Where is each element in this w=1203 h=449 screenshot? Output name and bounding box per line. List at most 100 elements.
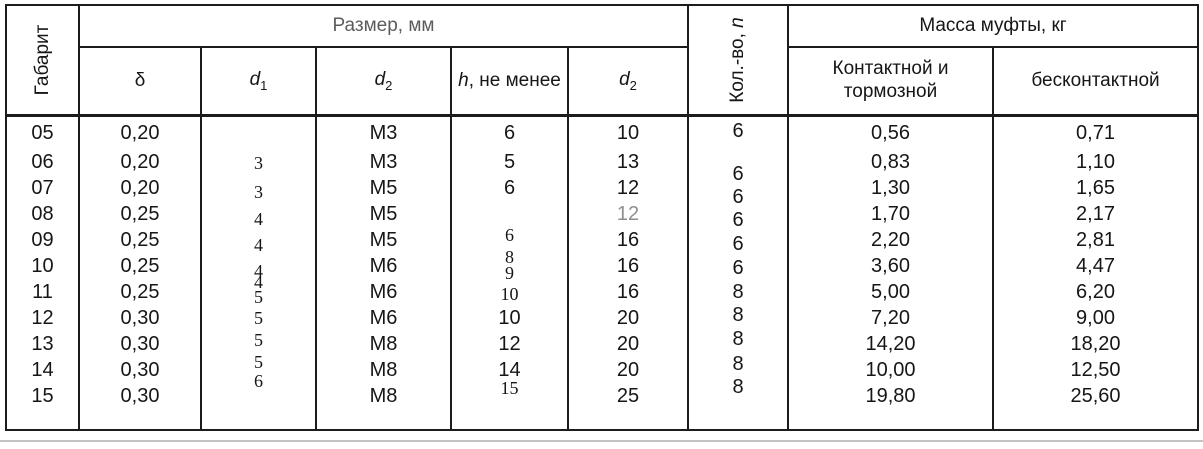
cell-h: 6 — [450, 201, 569, 245]
cell-mass_contactless: 25,60 — [992, 383, 1200, 409]
cell-d2b: 16 — [566, 253, 690, 279]
cell-n: 6 — [687, 201, 790, 231]
cell-d2b: 25 — [566, 383, 690, 409]
cell-delta: 0,20 — [78, 175, 202, 201]
cell-mass_contact: 1,30 — [787, 175, 995, 201]
column-header-qty: Кол.-во, n — [687, 5, 790, 117]
cell-empty — [78, 409, 202, 430]
cell-gabarit: 06 — [5, 149, 80, 175]
cell-d2: M5 — [315, 201, 452, 227]
cell-d2b: 20 — [566, 331, 690, 357]
cell-mass_contact: 2,20 — [787, 227, 995, 253]
cell-delta: 0,30 — [78, 357, 202, 383]
cell-h: 15 — [450, 378, 569, 409]
bottom-divider-line — [0, 440, 1203, 442]
column-header-mass-contactless: бесконтактной — [992, 47, 1200, 117]
cell-gabarit: 10 — [5, 253, 80, 279]
column-header-gabarit: Габарит — [5, 5, 80, 117]
cell-d2: M3 — [315, 149, 452, 175]
size-group-header: Размер, мм — [77, 5, 690, 48]
cell-d2: M5 — [315, 175, 452, 201]
cell-d1: 5 — [200, 305, 317, 331]
table-row: 11 0,25 5 M6 10 16 8 5,00 6,20 — [5, 279, 1200, 307]
cell-delta: 0,25 — [78, 253, 202, 279]
cell-d2b: 20 — [566, 357, 690, 383]
cell-empty — [992, 409, 1200, 430]
cell-n: 6 — [687, 149, 790, 185]
cell-gabarit: 13 — [5, 331, 80, 357]
cell-mass_contact: 14,20 — [787, 331, 995, 357]
cell-empty — [566, 409, 690, 430]
cell-d1: 3 — [200, 115, 317, 173]
cell-d1: 4 — [200, 175, 317, 229]
cell-d2: M6 — [315, 279, 452, 305]
cell-n: 6 — [687, 115, 790, 149]
cell-d1: 4 — [200, 253, 317, 292]
cell-h: 10 — [450, 305, 569, 331]
cell-mass_contactless: 12,50 — [992, 357, 1200, 383]
cell-d2b: 13 — [566, 149, 690, 175]
cell-d2b: 16 — [566, 227, 690, 253]
cell-d2: M5 — [315, 227, 452, 253]
table-row: 09 0,25 4 M5 8 16 6 2,20 2,81 — [5, 227, 1200, 281]
cell-h: 12 — [450, 331, 569, 357]
table-row: 13 0,30 5 M8 12 20 8 14,20 18,20 — [5, 328, 1200, 357]
cell-d2b: 12 — [566, 201, 690, 227]
column-header-d2b: d2 — [566, 47, 690, 117]
cell-mass_contact: 7,20 — [787, 305, 995, 331]
cell-d1: 4 — [200, 201, 317, 255]
table-row: 12 0,30 5 M6 10 20 8 7,20 9,00 — [5, 304, 1200, 331]
cell-d1: 3 — [200, 149, 317, 202]
cell-h: 14 — [450, 357, 569, 383]
cell-gabarit: 09 — [5, 227, 80, 253]
cell-gabarit: 14 — [5, 357, 80, 383]
cell-d1: 5 — [200, 330, 317, 357]
cell-h: 6 — [450, 115, 569, 149]
column-header-delta: δ — [78, 47, 202, 117]
cell-gabarit: 12 — [5, 305, 80, 331]
table-filler-row — [5, 409, 1200, 430]
table-row: 14 0,30 5 M8 14 20 8 10,00 12,50 — [5, 352, 1200, 383]
cell-mass_contactless: 6,20 — [992, 279, 1200, 305]
cell-mass_contact: 10,00 — [787, 357, 995, 383]
cell-delta: 0,25 — [78, 279, 202, 305]
table-row: 15 0,30 6 M8 15 25 8 19,80 25,60 — [5, 371, 1200, 409]
cell-n: 6 — [687, 175, 790, 208]
cell-mass_contactless: 2,17 — [992, 201, 1200, 227]
dimensions-mass-table: Габарит Размер, мм Кол.-во, n Масса муфт… — [5, 4, 1200, 431]
cell-mass_contact: 3,60 — [787, 253, 995, 279]
cell-mass_contactless: 18,20 — [992, 331, 1200, 357]
cell-n: 8 — [687, 304, 790, 331]
cell-d2b: 16 — [566, 279, 690, 305]
cell-gabarit: 08 — [5, 201, 80, 227]
cell-d2: M8 — [315, 383, 452, 409]
cell-empty — [687, 409, 790, 430]
mass-group-label: Масса муфты, кг — [919, 15, 1067, 36]
cell-gabarit: 15 — [5, 383, 80, 409]
cell-delta: 0,30 — [78, 383, 202, 409]
cell-n: 6 — [687, 253, 790, 279]
cell-d2: M6 — [315, 305, 452, 331]
cell-n: 8 — [687, 328, 790, 357]
cell-empty — [315, 409, 452, 430]
cell-d1: 4 — [200, 227, 317, 281]
table-row: 08 0,25 4 M5 6 12 6 1,70 2,17 — [5, 201, 1200, 255]
cell-n: 8 — [687, 376, 790, 409]
cell-mass_contact: 5,00 — [787, 279, 995, 305]
cell-h: 10 — [450, 279, 569, 305]
cell-h: 9 — [450, 253, 569, 283]
cell-mass_contact: 0,56 — [787, 115, 995, 149]
cell-delta: 0,30 — [78, 305, 202, 331]
cell-mass_contactless: 0,71 — [992, 115, 1200, 149]
column-header-h: h, не менее — [450, 47, 569, 117]
qty-vertical-label: Кол.-во, n — [727, 17, 749, 103]
cell-d2: M8 — [315, 331, 452, 357]
cell-h: 8 — [450, 227, 569, 267]
cell-mass_contact: 1,70 — [787, 201, 995, 227]
cell-d2: M3 — [315, 115, 452, 149]
cell-d2: M8 — [315, 357, 452, 383]
cell-empty — [200, 409, 317, 430]
cell-empty — [5, 409, 80, 430]
column-header-d2: d2 — [315, 47, 452, 117]
cell-gabarit: 07 — [5, 175, 80, 201]
